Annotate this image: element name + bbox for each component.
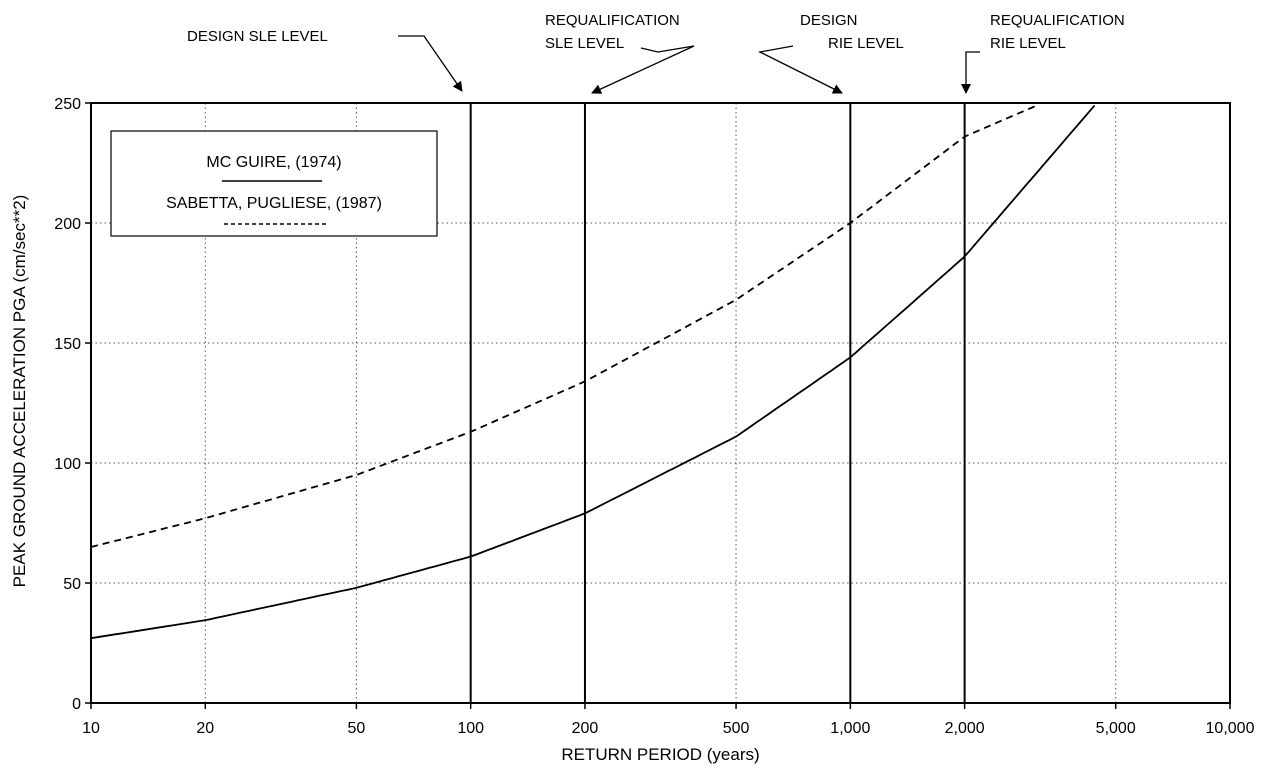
annotation-label: DESIGN SLE LEVEL <box>187 28 328 45</box>
annotation-label: REQUALIFICATION <box>990 12 1125 29</box>
x-tick-labels: 10 20 50 100 200 500 1,000 2,000 5,000 10,000 <box>82 703 1255 737</box>
annotation-label: DESIGN <box>800 12 858 29</box>
y-tick-label: 100 <box>54 456 81 473</box>
annotation-label: RIE LEVEL <box>990 35 1066 52</box>
x-tick-label: 500 <box>723 720 750 737</box>
mcguire-curve <box>90 104 1096 640</box>
annotation-arrow <box>398 35 463 92</box>
x-tick-label: 2,000 <box>945 720 985 737</box>
annotation-label: RIE LEVEL <box>828 35 904 52</box>
y-tick-label: 200 <box>54 216 81 233</box>
annotation-arrow <box>757 45 843 94</box>
x-tick-label: 1,000 <box>830 720 870 737</box>
x-tick-label: 5,000 <box>1096 720 1136 737</box>
legend: MC GUIRE, (1974) SABETTA, PUGLIESE, (198… <box>110 130 438 237</box>
x-tick-label: 100 <box>457 720 484 737</box>
x-tick-label: 10,000 <box>1206 720 1255 737</box>
x-tick-label: 200 <box>572 720 599 737</box>
annotation-label: REQUALIFICATION <box>545 12 680 29</box>
series-layer <box>90 104 1096 640</box>
legend-label-sabetta: SABETTA, PUGLIESE, (1987) <box>166 195 382 212</box>
x-tick-label: 50 <box>347 720 365 737</box>
y-axis-title: PEAK GROUND ACCELERATION PGA (cm/sec**2) <box>10 195 29 588</box>
y-tick-label: 250 <box>54 96 81 113</box>
y-tick-label: 50 <box>63 576 81 593</box>
level-annotations: DESIGN SLE LEVEL REQUALIFICATION SLE LEVEL… <box>187 12 1125 94</box>
x-axis-title: RETURN PERIOD (years) <box>561 745 759 764</box>
sabetta-pugliese-curve <box>90 104 1038 548</box>
x-tick-label: 20 <box>196 720 214 737</box>
legend-label-mcguire: MC GUIRE, (1974) <box>206 154 341 171</box>
level-lines-layer <box>469 103 966 703</box>
x-tick-label: 10 <box>82 720 100 737</box>
annotation-label: SLE LEVEL <box>545 35 624 52</box>
legend-box <box>110 130 438 237</box>
plot-frame <box>90 102 1231 704</box>
y-tick-label: 150 <box>54 336 81 353</box>
annotation-arrow <box>591 45 695 94</box>
annotation-arrow <box>961 51 980 94</box>
y-tick-label: 0 <box>72 696 81 713</box>
y-tick-labels: 0 50 100 150 200 250 <box>54 96 91 713</box>
